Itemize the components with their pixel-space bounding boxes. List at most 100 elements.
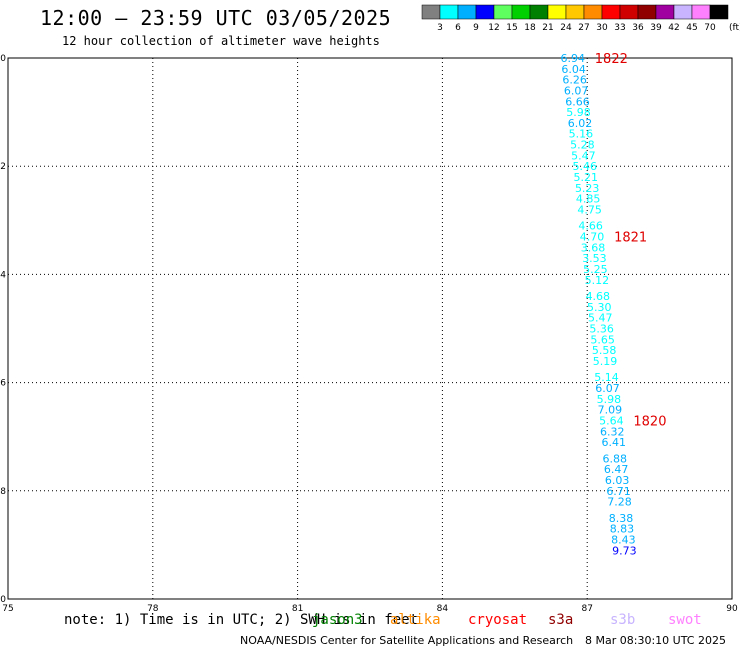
wave-height-label: 7.09 bbox=[598, 404, 623, 417]
wave-height-label: 5.12 bbox=[585, 274, 610, 287]
y-tick-label: -28 bbox=[0, 487, 6, 497]
wave-height-label: 6.66 bbox=[565, 95, 590, 108]
wave-height-label: 6.07 bbox=[564, 84, 589, 97]
colorbar-tick-label: 21 bbox=[542, 23, 553, 33]
colorbar-tick-label: 30 bbox=[596, 23, 608, 33]
satellite-legend-item: jason3 bbox=[312, 612, 363, 628]
wave-height-label: 6.02 bbox=[568, 117, 593, 130]
satellite-legend-item: cryosat bbox=[468, 612, 528, 628]
wave-height-label: 5.58 bbox=[592, 344, 617, 357]
colorbar-swatch bbox=[475, 4, 495, 20]
colorbar-swatch bbox=[655, 4, 675, 20]
colorbar-tick-label: 70 bbox=[704, 23, 716, 33]
x-tick-label: 90 bbox=[726, 604, 738, 614]
wave-height-label: 8.83 bbox=[610, 523, 635, 536]
colorbar-swatch bbox=[439, 4, 459, 20]
colorbar-swatch bbox=[637, 4, 657, 20]
wave-height-label: 5.23 bbox=[575, 182, 600, 195]
colorbar-swatch bbox=[547, 4, 567, 20]
wave-height-label: 5.25 bbox=[583, 263, 608, 276]
wave-height-label: 4.75 bbox=[577, 203, 602, 216]
colorbar-swatch bbox=[583, 4, 603, 20]
colorbar-tick-label: 18 bbox=[524, 23, 536, 33]
wave-height-label: 5.47 bbox=[588, 312, 613, 325]
colorbar-tick-label: 24 bbox=[560, 23, 572, 33]
colorbar-unit-label: (ft) bbox=[729, 23, 740, 33]
satellite-legend-item: swot bbox=[668, 612, 702, 628]
colorbar-swatch bbox=[493, 4, 513, 20]
wave-height-label: 9.73 bbox=[612, 544, 637, 557]
wave-height-label: 5.28 bbox=[570, 139, 595, 152]
satellite-legend-item: s3a bbox=[548, 612, 574, 628]
colorbar-tick-label: 36 bbox=[632, 23, 644, 33]
wave-height-label: 6.71 bbox=[606, 485, 631, 498]
time-label: 1820 bbox=[633, 414, 666, 429]
colorbar-swatch bbox=[565, 4, 585, 20]
y-tick-label: -30 bbox=[0, 595, 6, 605]
colorbar-tick-label: 12 bbox=[488, 23, 499, 33]
wave-height-label: 4.70 bbox=[580, 231, 605, 244]
colorbar-tick-label: 6 bbox=[455, 23, 461, 33]
wave-height-label: 6.47 bbox=[604, 463, 629, 476]
colorbar-swatch bbox=[421, 4, 441, 20]
wave-height-label: 5.47 bbox=[571, 149, 596, 162]
footer-credit: NOAA/NESDIS Center for Satellite Applica… bbox=[240, 634, 574, 647]
wave-height-label: 3.68 bbox=[581, 241, 606, 254]
colorbar-tick-label: 15 bbox=[506, 23, 517, 33]
wave-height-label: 6.94 bbox=[560, 52, 585, 65]
colorbar-swatch bbox=[529, 4, 549, 20]
wave-height-label: 5.98 bbox=[597, 393, 622, 406]
wave-height-label: 7.28 bbox=[607, 496, 632, 509]
data-labels: 6.946.046.266.076.665.986.025.165.285.47… bbox=[560, 52, 636, 557]
time-label: 1822 bbox=[595, 52, 628, 67]
wave-height-label: 6.26 bbox=[562, 74, 587, 87]
wave-height-label: 5.64 bbox=[599, 414, 624, 427]
wave-height-label: 6.41 bbox=[601, 436, 626, 449]
wave-height-label: 5.65 bbox=[590, 333, 615, 346]
wave-height-label: 8.38 bbox=[609, 512, 634, 525]
satellite-legend-item: altika bbox=[390, 612, 441, 628]
wave-height-label: 6.32 bbox=[600, 425, 625, 438]
footer-timestamp: 8 Mar 08:30:10 UTC 2025 bbox=[585, 634, 726, 647]
page-title: 12:00 – 23:59 UTC 03/05/2025 bbox=[40, 6, 392, 30]
colorbar-tick-label: 45 bbox=[686, 23, 697, 33]
colorbar-swatch bbox=[709, 4, 729, 20]
colorbar-swatch bbox=[673, 4, 693, 20]
x-tick-label: 87 bbox=[581, 604, 592, 614]
wave-height-label: 4.68 bbox=[586, 290, 611, 303]
wave-height-label: 5.16 bbox=[569, 128, 594, 141]
y-tick-label: -24 bbox=[0, 270, 6, 280]
time-labels: 1822 1821 1820 bbox=[595, 52, 667, 429]
time-label: 1821 bbox=[614, 231, 647, 246]
wave-height-label: 4.66 bbox=[578, 220, 603, 233]
colorbar-tick-label: 42 bbox=[668, 23, 679, 33]
satellite-legend-item: s3b bbox=[610, 612, 636, 628]
wave-height-label: 6.07 bbox=[595, 382, 620, 395]
x-tick-label: 84 bbox=[437, 604, 449, 614]
y-tick-label: -26 bbox=[0, 379, 6, 389]
colorbar-tick-label: 3 bbox=[437, 23, 443, 33]
x-tick-label: 78 bbox=[147, 604, 159, 614]
wave-height-label: 5.98 bbox=[566, 106, 591, 119]
y-tick-label: -22 bbox=[0, 162, 6, 172]
y-tick-label: -20 bbox=[0, 54, 6, 64]
wave-height-label: 6.88 bbox=[602, 452, 627, 465]
x-tick-label: 81 bbox=[292, 604, 303, 614]
wave-height-label: 8.43 bbox=[611, 533, 636, 546]
wave-height-label: 5.19 bbox=[593, 355, 618, 368]
colorbar-tick-label: 33 bbox=[614, 23, 625, 33]
page-subtitle: 12 hour collection of altimeter wave hei… bbox=[62, 34, 380, 48]
wave-height-label: 5.14 bbox=[594, 371, 619, 384]
wave-height-label: 5.46 bbox=[573, 160, 598, 173]
wave-height-label: 6.03 bbox=[605, 474, 630, 487]
wave-height-label: 5.21 bbox=[574, 171, 599, 184]
wave-height-label: 4.85 bbox=[576, 193, 601, 206]
colorbar-swatch bbox=[619, 4, 639, 20]
plot-frame bbox=[7, 57, 733, 600]
colorbar-swatch bbox=[457, 4, 477, 20]
colorbar-tick-label: 9 bbox=[473, 23, 479, 33]
colorbar-tick-label: 27 bbox=[578, 23, 589, 33]
wave-height-label: 3.53 bbox=[582, 252, 607, 265]
